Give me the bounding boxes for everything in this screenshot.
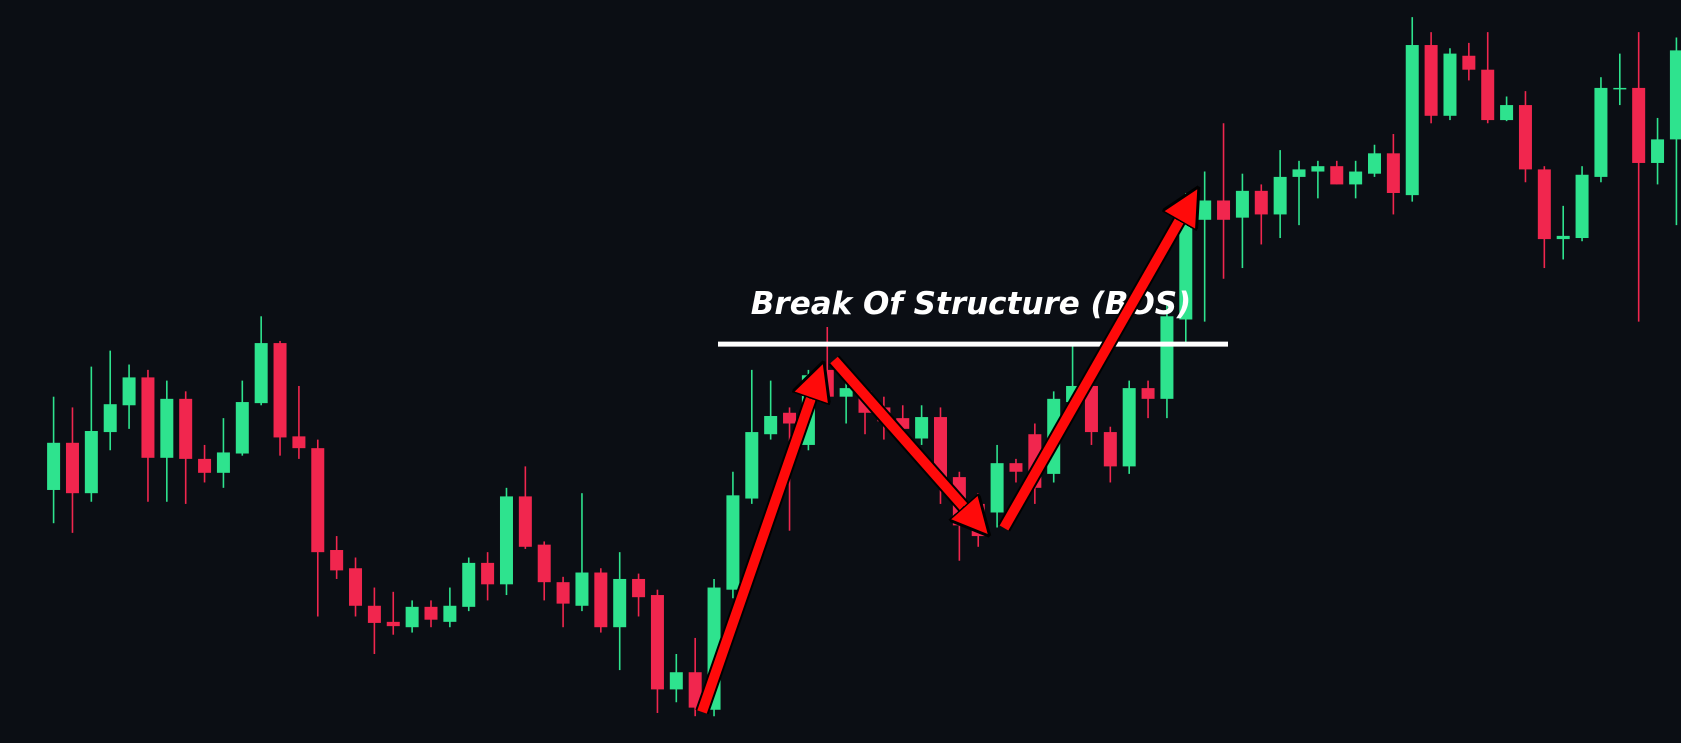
candle-body — [292, 436, 306, 449]
candle-body — [518, 496, 532, 547]
candle-body — [669, 672, 683, 690]
candle-body — [1556, 235, 1570, 240]
candle-body — [594, 572, 608, 628]
candle-body — [103, 404, 117, 433]
candle-body — [1330, 166, 1344, 185]
candle-body — [273, 343, 287, 438]
candle-body — [1179, 219, 1193, 320]
candle-body — [349, 568, 363, 606]
candle-body — [160, 398, 174, 458]
candle-body — [65, 442, 79, 494]
candle-body — [915, 417, 929, 439]
candle-body — [745, 432, 759, 499]
candle-body — [839, 388, 853, 397]
candle-body — [537, 544, 551, 583]
candle-body — [462, 562, 476, 607]
candle-body — [896, 418, 910, 429]
candle-body — [990, 463, 1004, 513]
annotation: Break Of Structure (BOS) — [718, 286, 1228, 347]
arrow — [830, 356, 978, 523]
candle-body — [1462, 55, 1476, 70]
candle-body — [1103, 432, 1117, 467]
candle-body — [141, 377, 155, 458]
candle-body — [764, 415, 778, 435]
candle-body — [311, 448, 325, 553]
candle-body — [1424, 45, 1438, 116]
candle-body — [481, 562, 495, 585]
candle-body — [783, 412, 797, 424]
arrows — [695, 202, 1190, 715]
candle-body — [424, 606, 438, 620]
candle-body — [1386, 153, 1400, 193]
arrow — [999, 202, 1190, 531]
candle-body — [499, 496, 513, 585]
candle-body — [1537, 169, 1551, 240]
candle-body — [1235, 190, 1249, 218]
candle-body — [933, 417, 947, 478]
candle-body — [122, 377, 136, 406]
candle-body — [216, 452, 230, 473]
candle-body — [1651, 139, 1665, 163]
candle-body — [650, 595, 664, 690]
candle-body — [613, 578, 627, 628]
candle-body — [1122, 388, 1136, 467]
candle-body — [556, 582, 570, 604]
candle-body — [1613, 87, 1627, 90]
candle-body — [1141, 388, 1155, 399]
candle-body — [1254, 190, 1268, 215]
candle-body — [1669, 50, 1681, 140]
candle-body — [367, 605, 381, 623]
candles — [47, 17, 1681, 717]
candle-body — [1160, 316, 1174, 399]
candle-body — [1481, 69, 1495, 121]
candle-body — [1575, 174, 1589, 239]
candle-body — [1084, 385, 1098, 433]
candle-body — [1594, 87, 1608, 177]
candle-body — [1405, 45, 1419, 196]
candle-body — [386, 621, 400, 627]
candle-body — [235, 402, 249, 454]
candle-body — [254, 343, 268, 404]
candle-body — [84, 431, 98, 494]
candle-body — [47, 442, 61, 490]
candle-body — [1311, 166, 1325, 172]
candle-body — [443, 605, 457, 622]
candle-body — [575, 572, 589, 606]
candle-body — [1518, 105, 1532, 170]
candle-body — [1273, 176, 1287, 215]
candle-body — [726, 495, 740, 590]
candle-body — [1217, 200, 1231, 220]
candle-body — [1198, 200, 1212, 220]
candle-body — [405, 606, 419, 628]
candle-body — [1368, 153, 1381, 174]
candle-body — [179, 398, 193, 459]
candle-body — [1500, 105, 1514, 121]
arrow — [697, 378, 818, 714]
candle-body — [198, 458, 212, 473]
candle-body — [1009, 463, 1023, 472]
candle-body — [1443, 53, 1457, 116]
candle-body — [688, 672, 702, 708]
candle-body — [1292, 169, 1306, 177]
candle-body — [1349, 171, 1363, 185]
candle-body — [1632, 87, 1646, 163]
candle-body — [330, 550, 344, 571]
candle-body — [632, 578, 646, 598]
